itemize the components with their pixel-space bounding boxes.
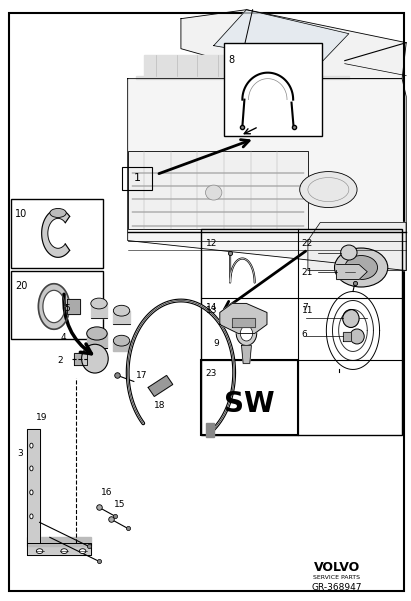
Polygon shape (148, 376, 173, 397)
Text: 15: 15 (114, 500, 125, 509)
Text: 14: 14 (206, 304, 217, 313)
Ellipse shape (113, 335, 130, 346)
Polygon shape (337, 264, 367, 279)
Polygon shape (308, 222, 406, 270)
Text: 19: 19 (35, 413, 47, 422)
Bar (201, 361, 298, 435)
Text: 13: 13 (206, 307, 217, 316)
Text: 3: 3 (17, 449, 23, 458)
Polygon shape (343, 332, 351, 341)
Text: 16: 16 (102, 488, 113, 497)
Text: SW: SW (224, 390, 275, 418)
Text: 11: 11 (302, 307, 313, 316)
Polygon shape (242, 346, 252, 364)
Text: 4: 4 (61, 333, 67, 342)
Ellipse shape (36, 549, 43, 554)
Text: 7: 7 (302, 304, 307, 313)
Bar (224, 43, 322, 136)
Text: 5: 5 (64, 304, 70, 313)
Polygon shape (67, 299, 80, 314)
Ellipse shape (30, 466, 33, 471)
Text: 17: 17 (136, 371, 148, 380)
Ellipse shape (341, 245, 357, 260)
Ellipse shape (206, 185, 222, 200)
Ellipse shape (91, 298, 107, 309)
Ellipse shape (236, 322, 257, 346)
Text: 8: 8 (228, 55, 234, 65)
Polygon shape (136, 76, 349, 79)
Polygon shape (113, 341, 130, 352)
Text: 12: 12 (206, 239, 217, 248)
Text: SERVICE PARTS: SERVICE PARTS (313, 575, 360, 580)
Ellipse shape (82, 344, 108, 373)
Polygon shape (232, 319, 255, 328)
Polygon shape (74, 353, 87, 365)
Ellipse shape (113, 305, 130, 316)
Text: VOLVO: VOLVO (314, 561, 360, 574)
Text: 10: 10 (15, 209, 27, 219)
Text: 18: 18 (154, 401, 166, 410)
Bar (11, 198, 103, 267)
Bar (128, 151, 308, 228)
Bar (122, 167, 152, 189)
Text: 22: 22 (302, 239, 313, 248)
Polygon shape (38, 284, 69, 329)
Polygon shape (27, 430, 39, 543)
Ellipse shape (30, 490, 33, 495)
Ellipse shape (300, 171, 357, 207)
Text: 9: 9 (214, 339, 219, 348)
Ellipse shape (350, 329, 364, 344)
Ellipse shape (50, 209, 66, 218)
Text: 1: 1 (134, 173, 141, 183)
Ellipse shape (343, 310, 359, 328)
Ellipse shape (79, 549, 86, 554)
Text: 20: 20 (15, 281, 28, 291)
Bar (201, 228, 402, 435)
Polygon shape (42, 209, 69, 257)
Polygon shape (144, 55, 226, 76)
Polygon shape (181, 10, 406, 79)
Text: 2: 2 (57, 356, 63, 365)
Ellipse shape (240, 326, 253, 341)
Ellipse shape (345, 255, 378, 279)
Text: 6: 6 (302, 331, 307, 340)
Text: 23: 23 (206, 370, 217, 379)
Ellipse shape (30, 514, 33, 519)
Ellipse shape (335, 248, 388, 287)
Text: 21: 21 (302, 267, 313, 276)
Polygon shape (27, 537, 91, 546)
Ellipse shape (30, 443, 33, 448)
Polygon shape (87, 334, 107, 349)
Polygon shape (91, 304, 107, 319)
Polygon shape (27, 543, 91, 555)
Bar (11, 270, 103, 340)
Polygon shape (220, 304, 267, 334)
Polygon shape (214, 10, 349, 64)
Polygon shape (128, 79, 406, 270)
Ellipse shape (87, 327, 107, 340)
Text: GR-368947: GR-368947 (311, 582, 362, 591)
Ellipse shape (61, 549, 67, 554)
Polygon shape (206, 424, 214, 437)
Polygon shape (113, 311, 130, 325)
